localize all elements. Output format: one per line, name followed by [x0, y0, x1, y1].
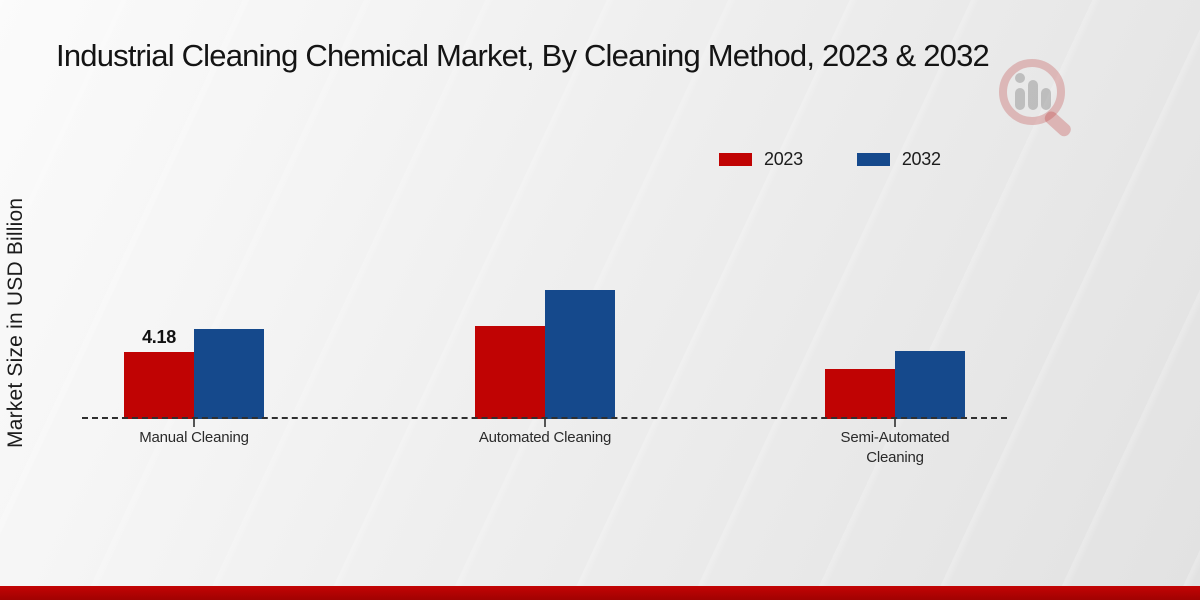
legend-label: 2032: [901, 149, 941, 169]
category-label-automated-cleaning: Automated Cleaning: [478, 429, 612, 446]
bar-2032-semi-automated-cleaning: [895, 351, 965, 419]
legend-swatch-2023: [719, 153, 752, 166]
bar-2032-manual-cleaning: [194, 329, 264, 419]
y-axis-label: Market Size in USD Billion: [4, 197, 27, 448]
bar-2023-automated-cleaning: [475, 326, 545, 419]
footer-red-band: [0, 586, 1200, 600]
category-label-manual-cleaning: Manual Cleaning: [139, 429, 249, 446]
bar-value-label-2023-manual-cleaning: 4.18: [142, 327, 176, 347]
x-axis-dashed-baseline: [82, 417, 1007, 419]
x-axis-tick-semi-automated-cleaning: [894, 419, 896, 427]
bar-2023-manual-cleaning: [124, 352, 194, 419]
legend-item-2032: 2032: [856, 149, 941, 170]
legend-label: 2023: [764, 149, 803, 169]
market-research-logo-icon: [999, 59, 1071, 137]
bar-2023-semi-automated-cleaning: [825, 369, 895, 419]
bar-2032-automated-cleaning: [545, 290, 615, 419]
x-axis-tick-manual-cleaning: [193, 419, 195, 427]
legend-swatch-2032: [856, 153, 890, 166]
legend-item-2023: 2023: [719, 149, 803, 170]
chart-title: Industrial Cleaning Chemical Market, By …: [56, 38, 990, 73]
x-axis-tick-automated-cleaning: [544, 419, 546, 427]
category-label-semi-automated-cleaning: Semi-Automated Cleaning: [840, 429, 950, 466]
legend: 2023 2032: [719, 149, 941, 170]
